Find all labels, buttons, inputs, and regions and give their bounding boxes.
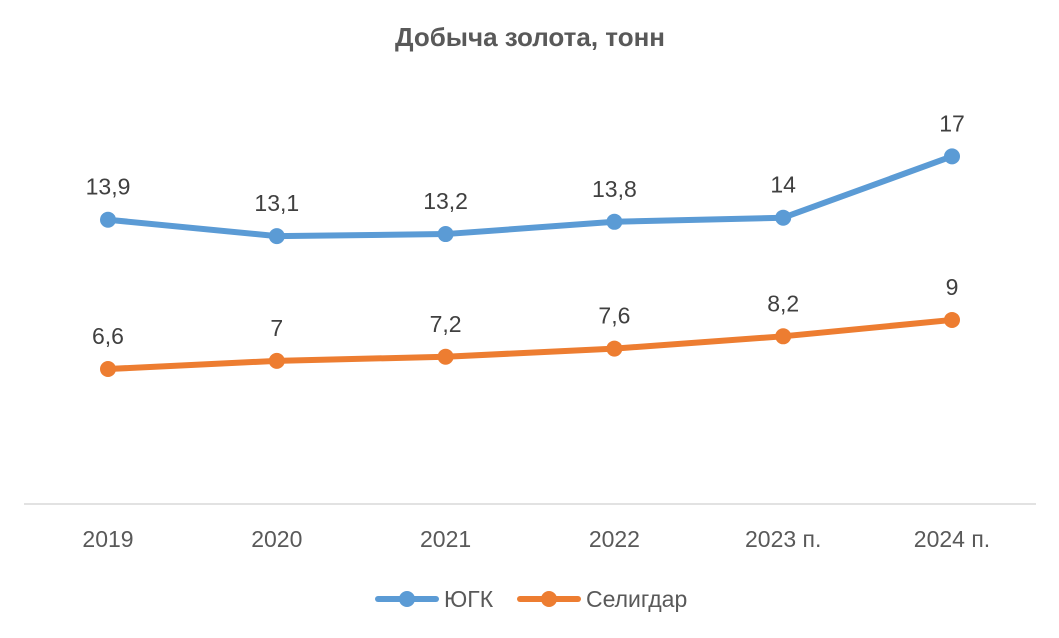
data-label: 14 bbox=[770, 172, 796, 198]
series-line bbox=[105, 316, 955, 373]
data-label: 13,8 bbox=[592, 176, 637, 202]
legend: ЮГК Селигдар bbox=[375, 586, 687, 612]
data-label: 7 bbox=[270, 315, 283, 341]
x-tick-labels: 2019 2020 2021 2022 2023 п. 2024 п. bbox=[82, 526, 990, 552]
data-point bbox=[437, 226, 454, 243]
x-tick-label: 2022 bbox=[589, 526, 640, 552]
data-labels: 13,9 13,1 13,2 13,8 14 17 6,6 7 7,2 7,6 8,2 9 bbox=[86, 110, 965, 349]
series-layer bbox=[100, 148, 960, 378]
data-label: 8,2 bbox=[767, 290, 799, 316]
x-tick-label: 2020 bbox=[251, 526, 302, 552]
data-label: 13,2 bbox=[423, 188, 468, 214]
x-tick-label: 2024 п. bbox=[914, 526, 990, 552]
legend-label: Селигдар bbox=[586, 586, 687, 612]
data-label: 13,1 bbox=[254, 190, 299, 216]
data-point bbox=[606, 340, 623, 357]
data-label: 6,6 bbox=[92, 323, 124, 349]
data-label: 9 bbox=[946, 274, 959, 300]
x-tick-label: 2019 bbox=[82, 526, 133, 552]
chart-title: Добыча золота, тонн bbox=[395, 22, 665, 52]
data-point bbox=[775, 328, 792, 345]
legend-swatch-marker bbox=[541, 591, 557, 607]
data-label: 7,2 bbox=[430, 311, 462, 337]
data-point bbox=[775, 209, 792, 226]
data-label: 7,6 bbox=[598, 303, 630, 329]
data-label: 17 bbox=[939, 110, 965, 136]
data-point bbox=[944, 311, 960, 328]
data-point bbox=[100, 361, 116, 378]
data-point bbox=[944, 148, 960, 165]
legend-item: ЮГК bbox=[375, 586, 494, 612]
data-point bbox=[437, 348, 454, 365]
data-point bbox=[606, 213, 623, 230]
legend-item: Селигдар bbox=[517, 586, 687, 612]
data-point bbox=[100, 211, 116, 228]
legend-label: ЮГК bbox=[444, 586, 494, 612]
x-tick-label: 2021 bbox=[420, 526, 471, 552]
legend-swatch-marker bbox=[399, 591, 415, 607]
x-tick-label: 2023 п. bbox=[745, 526, 821, 552]
data-label: 13,9 bbox=[86, 174, 131, 200]
series-line bbox=[105, 153, 955, 240]
data-point bbox=[268, 352, 285, 369]
data-point bbox=[268, 228, 285, 245]
